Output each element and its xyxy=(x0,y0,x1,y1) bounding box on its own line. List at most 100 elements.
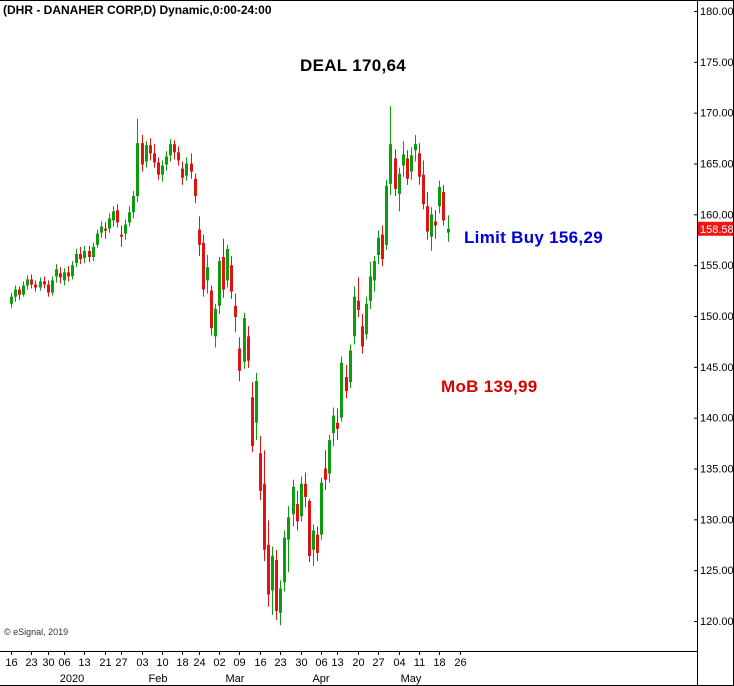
candle-body xyxy=(328,440,331,474)
candle-body xyxy=(402,154,405,166)
candle-body xyxy=(124,224,127,234)
candle-body xyxy=(385,185,388,245)
month-label: May xyxy=(401,673,422,685)
candle-body xyxy=(222,257,225,290)
candle-body xyxy=(267,544,270,595)
candle-body xyxy=(255,381,258,423)
month-label: Mar xyxy=(226,673,245,685)
candle-body xyxy=(406,158,409,179)
candle-body xyxy=(10,296,13,304)
candle-body xyxy=(194,178,197,197)
candle-body xyxy=(414,144,417,151)
x-axis-label: 27 xyxy=(115,657,127,669)
candle-body xyxy=(51,280,54,293)
candle-body xyxy=(287,517,290,540)
x-axis-label: 13 xyxy=(78,657,90,669)
candle-body xyxy=(418,153,421,177)
candle-body xyxy=(47,284,50,293)
candle-body xyxy=(410,155,413,172)
candle-body xyxy=(55,269,58,277)
y-axis-label: 155.00 xyxy=(700,260,734,272)
candle-body xyxy=(324,468,327,480)
y-axis-label: 170.00 xyxy=(700,108,734,120)
y-axis-label: 165.00 xyxy=(700,159,734,171)
candle-body xyxy=(369,276,372,301)
y-axis-label: 120.00 xyxy=(700,616,734,628)
candle-body xyxy=(243,318,246,362)
candle-body xyxy=(361,326,364,347)
candle-body xyxy=(275,560,278,611)
candle-body xyxy=(312,530,315,550)
candle-body xyxy=(389,144,392,184)
candle-body xyxy=(202,242,205,290)
x-axis-label: 09 xyxy=(233,657,245,669)
x-axis-label: 20 xyxy=(352,657,364,669)
deal-annotation[interactable]: DEAL 170,64 xyxy=(300,56,406,75)
y-axis-label: 140.00 xyxy=(700,413,734,425)
candle-body xyxy=(349,350,352,383)
candle-body xyxy=(22,285,25,295)
candle-body xyxy=(316,534,319,553)
candle-body xyxy=(353,296,356,337)
candle-body xyxy=(447,228,450,233)
candle-body xyxy=(75,253,78,264)
candle-body xyxy=(300,483,303,517)
x-axis-label: 03 xyxy=(136,657,148,669)
candle-body xyxy=(141,143,144,165)
candle-body xyxy=(153,153,156,163)
candle-body xyxy=(345,377,348,392)
candle-body xyxy=(165,156,168,165)
y-axis-label: 125.00 xyxy=(700,565,734,577)
candle-body xyxy=(18,289,21,295)
mob-annotation[interactable]: MoB 139,99 xyxy=(441,377,538,396)
candle-body xyxy=(128,212,131,223)
candle-body xyxy=(218,261,221,306)
y-axis-label: 175.00 xyxy=(700,57,734,69)
x-axis-label: 27 xyxy=(372,657,384,669)
candle-body xyxy=(332,415,335,433)
limit-buy-annotation[interactable]: Limit Buy 156,29 xyxy=(464,228,603,247)
candle-body xyxy=(206,267,209,281)
candle-body xyxy=(79,253,82,260)
x-axis-label: 06 xyxy=(58,657,70,669)
candle-body xyxy=(259,453,262,491)
candle-body xyxy=(283,537,286,583)
candle-body xyxy=(271,555,274,591)
candle-body xyxy=(198,229,201,245)
candle-body xyxy=(430,214,433,237)
candle-body xyxy=(251,397,254,447)
candle-body xyxy=(71,265,74,277)
candle-body xyxy=(161,165,164,175)
candle-body xyxy=(59,273,62,278)
candle-body xyxy=(279,588,282,613)
candle-body xyxy=(377,237,380,255)
x-axis-label: 16 xyxy=(5,657,17,669)
candle-body xyxy=(67,272,70,277)
candle-body xyxy=(263,483,266,550)
candle-body xyxy=(132,196,135,213)
candle-body xyxy=(247,336,250,361)
candle-body xyxy=(426,206,429,232)
candle-body xyxy=(104,228,107,231)
candle-body xyxy=(296,504,299,522)
candle-body xyxy=(157,162,160,175)
candle-body xyxy=(336,422,339,429)
candle-body xyxy=(100,226,103,233)
x-axis-label: 23 xyxy=(25,657,37,669)
x-axis-label: 30 xyxy=(295,657,307,669)
candle-body xyxy=(214,308,217,337)
x-axis-label: 13 xyxy=(331,657,343,669)
candle-body xyxy=(88,250,91,258)
candle-body xyxy=(112,211,115,221)
last-price-label: 158.58 xyxy=(700,224,734,236)
candle-body xyxy=(308,501,311,556)
x-axis-label: 10 xyxy=(156,657,168,669)
x-axis-label: 18 xyxy=(433,657,445,669)
month-label: Feb xyxy=(149,673,168,685)
candle-body xyxy=(26,279,29,286)
candle-body xyxy=(226,248,229,281)
candle-body xyxy=(230,265,233,292)
x-axis-label: 21 xyxy=(99,657,111,669)
x-axis-label: 04 xyxy=(393,657,405,669)
